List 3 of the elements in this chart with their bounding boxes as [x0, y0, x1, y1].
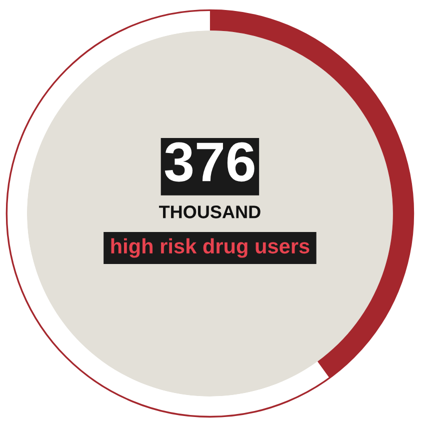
- text: high risk drug users: [111, 238, 310, 258]
- text: THOUSAND: [159, 206, 260, 218]
- text: 376: [164, 142, 254, 182]
